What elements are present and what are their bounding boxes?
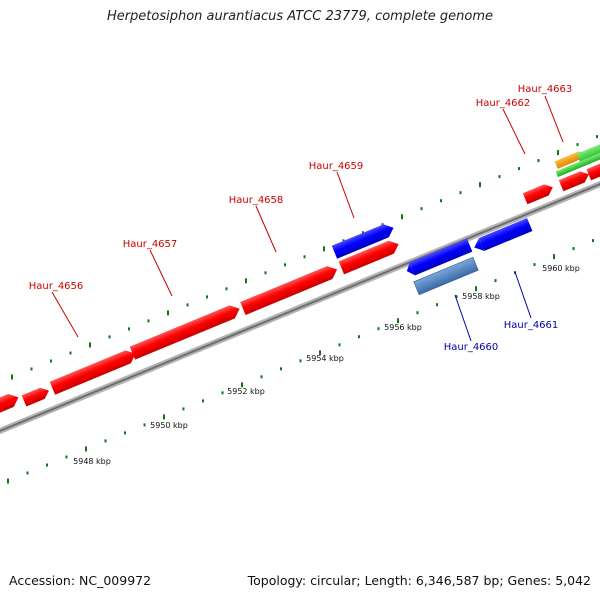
gene-arrow-haur-4658[interactable] xyxy=(240,263,340,315)
forward-tick-row xyxy=(11,135,598,380)
gene-arrow-haur-4656[interactable] xyxy=(49,347,139,395)
gene-arrow[interactable] xyxy=(21,385,52,407)
map-title: Herpetosiphon aurantiacus ATCC 23779, co… xyxy=(106,9,494,24)
scale-label: 5960 kbp xyxy=(542,264,580,273)
gene-label[interactable]: Haur_4656 xyxy=(29,281,84,292)
label-leaders xyxy=(51,95,564,342)
forward-genes xyxy=(0,140,600,416)
scale-label: 5952 kbp xyxy=(227,387,265,396)
reverse-genes xyxy=(406,218,533,296)
gene-arrow-upper[interactable] xyxy=(331,221,396,259)
gene-label[interactable]: Haur_4660 xyxy=(444,342,499,353)
gene-arrow[interactable] xyxy=(409,238,473,276)
gene-arrow-haur-4659[interactable] xyxy=(338,238,402,275)
scale-labels: 5948 kbp 5950 kbp 5952 kbp 5954 kbp 5956… xyxy=(73,264,580,466)
gene-label[interactable]: Haur_4659 xyxy=(309,161,364,172)
scale-label: 5950 kbp xyxy=(150,421,188,430)
scale-label: 5958 kbp xyxy=(462,292,500,301)
scale-label: 5956 kbp xyxy=(384,323,422,332)
gene-label[interactable]: Haur_4662 xyxy=(476,98,531,109)
accession-text: Accession: NC_009972 xyxy=(9,573,152,588)
gene-label[interactable]: Haur_4663 xyxy=(518,84,573,95)
gene-arrow[interactable] xyxy=(558,169,591,192)
scale-label: 5948 kbp xyxy=(73,457,111,466)
gene-labels: Haur_4656 Haur_4657 Haur_4658 Haur_4659 … xyxy=(29,84,573,353)
gene-arrow-haur-4661[interactable] xyxy=(478,218,533,251)
gene-label[interactable]: Haur_4661 xyxy=(504,320,559,331)
reverse-tick-row xyxy=(7,239,594,484)
backbone xyxy=(0,180,600,435)
gene-arrow-haur-4657[interactable] xyxy=(129,302,243,360)
gene-arrow-haur-4660[interactable] xyxy=(413,256,479,296)
gene-arrow[interactable] xyxy=(576,140,600,165)
scale-label: 5954 kbp xyxy=(306,354,344,363)
gene-arrow[interactable] xyxy=(586,159,600,181)
gene-arrow[interactable] xyxy=(0,391,21,416)
gene-label[interactable]: Haur_4658 xyxy=(229,195,284,206)
gene-arrow-haur-4662[interactable] xyxy=(522,182,555,205)
gene-label[interactable]: Haur_4657 xyxy=(123,239,178,250)
genome-summary: Topology: circular; Length: 6,346,587 bp… xyxy=(247,573,591,588)
gene-arrow[interactable] xyxy=(555,153,600,177)
